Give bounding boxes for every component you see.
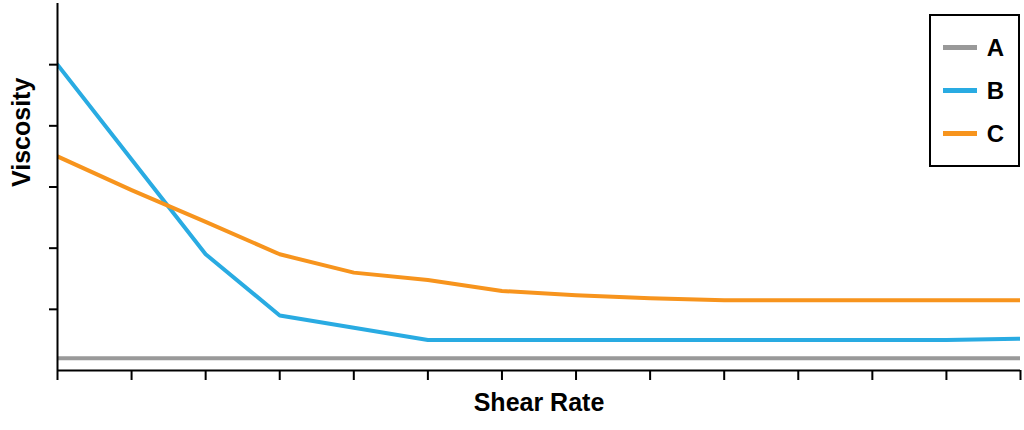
svg-text:Shear Rate: Shear Rate: [474, 388, 605, 416]
html-text:B: B: [986, 76, 1004, 104]
svg-text:Viscosity: Viscosity: [7, 78, 35, 187]
html-text:C: C: [986, 119, 1004, 147]
html-text:A: A: [986, 33, 1004, 61]
